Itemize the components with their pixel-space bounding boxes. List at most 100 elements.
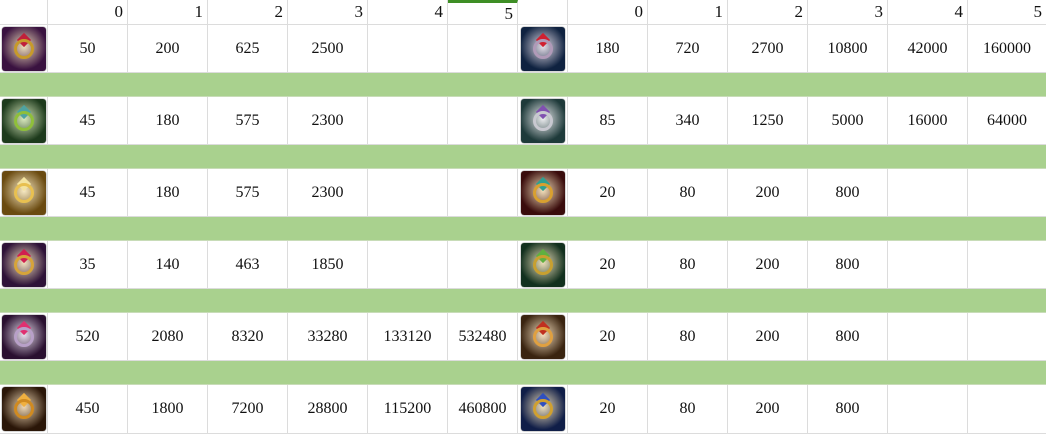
value-cell[interactable]: 200 bbox=[128, 25, 208, 73]
value-cell[interactable]: 800 bbox=[808, 385, 888, 434]
item-icon-cell[interactable] bbox=[518, 97, 568, 145]
value-cell[interactable]: 45 bbox=[48, 169, 128, 217]
value-cell[interactable]: 80 bbox=[648, 241, 728, 289]
value-cell[interactable]: 33280 bbox=[288, 313, 368, 361]
item-icon-cell[interactable] bbox=[0, 241, 48, 289]
separator-band-row[interactable] bbox=[0, 361, 1046, 385]
item-icon-cell[interactable] bbox=[0, 385, 48, 434]
item-icon-cell[interactable] bbox=[0, 25, 48, 73]
value-cell[interactable]: 28800 bbox=[288, 385, 368, 434]
value-cell[interactable]: 10800 bbox=[808, 25, 888, 73]
value-cell[interactable]: 5000 bbox=[808, 97, 888, 145]
value-cell[interactable]: 2300 bbox=[288, 97, 368, 145]
column-header[interactable]: 1 bbox=[648, 0, 728, 25]
value-cell[interactable] bbox=[968, 169, 1046, 217]
value-cell[interactable] bbox=[888, 241, 968, 289]
value-cell[interactable]: 200 bbox=[728, 241, 808, 289]
value-cell[interactable] bbox=[448, 169, 518, 217]
value-cell[interactable]: 625 bbox=[208, 25, 288, 73]
value-cell[interactable]: 180 bbox=[128, 169, 208, 217]
item-icon-cell[interactable] bbox=[0, 313, 48, 361]
column-header[interactable]: 0 bbox=[48, 0, 128, 25]
value-cell[interactable]: 200 bbox=[728, 169, 808, 217]
value-cell[interactable]: 800 bbox=[808, 241, 888, 289]
separator-band-row[interactable] bbox=[0, 145, 1046, 169]
value-cell[interactable]: 340 bbox=[648, 97, 728, 145]
column-header[interactable]: 2 bbox=[208, 0, 288, 25]
value-cell[interactable] bbox=[968, 385, 1046, 434]
item-icon-cell[interactable] bbox=[0, 169, 48, 217]
value-cell[interactable]: 2500 bbox=[288, 25, 368, 73]
value-cell[interactable]: 520 bbox=[48, 313, 128, 361]
value-cell[interactable]: 575 bbox=[208, 169, 288, 217]
value-cell[interactable]: 463 bbox=[208, 241, 288, 289]
value-cell[interactable] bbox=[368, 25, 448, 73]
value-cell[interactable] bbox=[968, 241, 1046, 289]
value-cell[interactable]: 450 bbox=[48, 385, 128, 434]
value-cell[interactable]: 20 bbox=[568, 385, 648, 434]
item-icon-cell[interactable] bbox=[0, 97, 48, 145]
item-icon-cell[interactable] bbox=[518, 385, 568, 434]
value-cell[interactable]: 2080 bbox=[128, 313, 208, 361]
column-header[interactable]: 1 bbox=[128, 0, 208, 25]
item-icon-cell[interactable] bbox=[518, 313, 568, 361]
value-cell[interactable]: 200 bbox=[728, 313, 808, 361]
value-cell[interactable]: 8320 bbox=[208, 313, 288, 361]
value-cell[interactable]: 800 bbox=[808, 313, 888, 361]
value-cell[interactable]: 20 bbox=[568, 313, 648, 361]
column-header[interactable]: 4 bbox=[888, 0, 968, 25]
value-cell[interactable]: 80 bbox=[648, 313, 728, 361]
column-header[interactable]: 2 bbox=[728, 0, 808, 25]
value-cell[interactable]: 532480 bbox=[448, 313, 518, 361]
value-cell[interactable] bbox=[888, 313, 968, 361]
value-cell[interactable]: 160000 bbox=[968, 25, 1046, 73]
separator-band-row[interactable] bbox=[0, 289, 1046, 313]
value-cell[interactable] bbox=[368, 169, 448, 217]
value-cell[interactable] bbox=[968, 313, 1046, 361]
value-cell[interactable]: 180 bbox=[568, 25, 648, 73]
column-header[interactable]: 5 bbox=[968, 0, 1046, 25]
value-cell[interactable]: 42000 bbox=[888, 25, 968, 73]
separator-band-row[interactable] bbox=[0, 217, 1046, 241]
value-cell[interactable]: 20 bbox=[568, 169, 648, 217]
column-header[interactable]: 3 bbox=[288, 0, 368, 25]
corner-cell[interactable] bbox=[0, 0, 48, 25]
value-cell[interactable]: 140 bbox=[128, 241, 208, 289]
column-header[interactable]: 4 bbox=[368, 0, 448, 25]
value-cell[interactable] bbox=[888, 385, 968, 434]
value-cell[interactable]: 1250 bbox=[728, 97, 808, 145]
value-cell[interactable]: 1800 bbox=[128, 385, 208, 434]
value-cell[interactable]: 16000 bbox=[888, 97, 968, 145]
value-cell[interactable] bbox=[368, 97, 448, 145]
value-cell[interactable]: 200 bbox=[728, 385, 808, 434]
value-cell[interactable]: 133120 bbox=[368, 313, 448, 361]
value-cell[interactable]: 45 bbox=[48, 97, 128, 145]
value-cell[interactable] bbox=[888, 169, 968, 217]
value-cell[interactable]: 115200 bbox=[368, 385, 448, 434]
value-cell[interactable] bbox=[448, 241, 518, 289]
item-icon-cell[interactable] bbox=[518, 169, 568, 217]
header-icon-cell[interactable] bbox=[518, 0, 568, 25]
column-header[interactable]: 5 bbox=[448, 0, 518, 25]
value-cell[interactable]: 2700 bbox=[728, 25, 808, 73]
separator-band-row[interactable] bbox=[0, 73, 1046, 97]
value-cell[interactable]: 64000 bbox=[968, 97, 1046, 145]
value-cell[interactable]: 2300 bbox=[288, 169, 368, 217]
value-cell[interactable]: 720 bbox=[648, 25, 728, 73]
value-cell[interactable] bbox=[368, 241, 448, 289]
item-icon-cell[interactable] bbox=[518, 241, 568, 289]
value-cell[interactable]: 35 bbox=[48, 241, 128, 289]
value-cell[interactable]: 80 bbox=[648, 169, 728, 217]
value-cell[interactable]: 1850 bbox=[288, 241, 368, 289]
value-cell[interactable] bbox=[448, 97, 518, 145]
value-cell[interactable]: 80 bbox=[648, 385, 728, 434]
value-cell[interactable]: 460800 bbox=[448, 385, 518, 434]
column-header[interactable]: 3 bbox=[808, 0, 888, 25]
value-cell[interactable]: 575 bbox=[208, 97, 288, 145]
value-cell[interactable]: 50 bbox=[48, 25, 128, 73]
value-cell[interactable]: 20 bbox=[568, 241, 648, 289]
value-cell[interactable] bbox=[448, 25, 518, 73]
value-cell[interactable]: 7200 bbox=[208, 385, 288, 434]
item-icon-cell[interactable] bbox=[518, 25, 568, 73]
value-cell[interactable]: 85 bbox=[568, 97, 648, 145]
